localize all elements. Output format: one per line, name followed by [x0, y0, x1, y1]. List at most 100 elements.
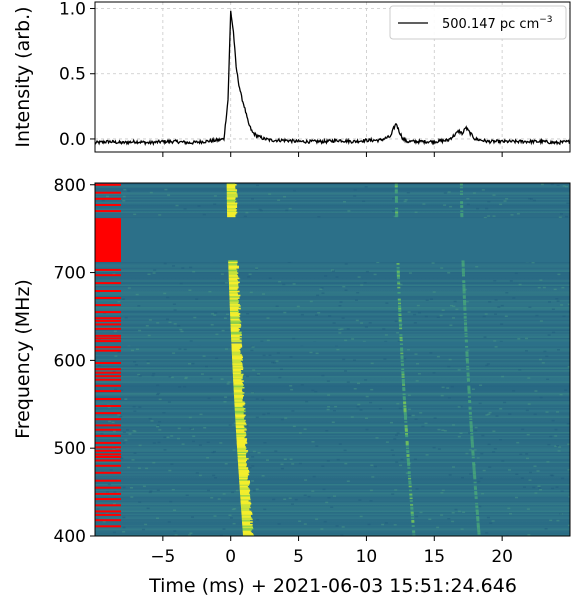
spectrum-noise-speck: [327, 406, 331, 408]
pulse-track-faint: [468, 411, 472, 414]
spectrum-noise-speck: [223, 401, 227, 403]
spectrum-noise-speck: [316, 294, 320, 297]
spectrum-noise-speck: [362, 340, 366, 343]
spectrum-noise-speck: [203, 427, 207, 429]
spectrum-noise-speck: [149, 490, 153, 492]
spectrum-noise-speck: [567, 303, 570, 306]
spectrum-noise-speck: [551, 487, 554, 490]
pulse-track-faint: [402, 389, 406, 392]
spectrum-noise-speck: [338, 305, 342, 307]
spectrum-channel-streak: [95, 444, 570, 447]
spectrum-channel-streak: [95, 335, 570, 337]
pulse-track-main: [238, 471, 250, 473]
pulse-track-main: [226, 189, 238, 191]
spectrum-x-axis-label: Time (ms) + 2021-06-03 15:51:24.646: [148, 575, 517, 597]
spectrum-noise-speck: [292, 425, 296, 428]
flagged-channel-mark: [95, 453, 121, 456]
spectrum-noise-speck: [357, 382, 360, 385]
pulse-track-main: [233, 384, 244, 386]
spectrum-noise-speck: [170, 435, 174, 437]
spectrum-noise-speck: [424, 422, 428, 425]
spectrum-channel-streak: [95, 437, 570, 440]
spectrum-noise-speck: [514, 272, 518, 275]
spectrum-noise-speck: [392, 197, 395, 200]
spectrum-noise-speck: [441, 429, 445, 431]
flagged-channel-mark: [95, 317, 121, 320]
spectrum-noise-speck: [449, 205, 453, 208]
pulse-track-faint: [411, 521, 415, 523]
spectrum-noise-speck: [549, 474, 553, 477]
pulse-track-main: [242, 529, 252, 531]
spectrum-channel-streak: [95, 441, 570, 444]
spectrum-channel-streak: [95, 426, 570, 428]
pulse-track-main: [229, 303, 240, 306]
pulse-track-main: [239, 489, 251, 492]
spectrum-noise-speck: [300, 384, 304, 386]
pulse-track-main: [241, 508, 250, 510]
pulse-track-faint: [410, 514, 414, 517]
pulse-track-faint: [402, 382, 405, 385]
pulse-track-main: [239, 479, 248, 481]
spectrum-channel-streak: [95, 498, 570, 500]
pulse-track-faint: [469, 423, 473, 426]
pulse-track-faint: [394, 198, 398, 201]
spectrum-noise-speck: [292, 283, 296, 285]
spectrum-noise-speck: [117, 414, 121, 416]
pulse-track-main: [240, 504, 251, 506]
pulse-track-faint: [396, 267, 400, 269]
spectrum-noise-speck: [452, 305, 456, 308]
pulse-track-faint: [466, 379, 470, 381]
pulse-track-faint: [460, 193, 463, 195]
spectrum-noise-speck: [279, 368, 283, 370]
spectrum-noise-speck: [124, 398, 128, 400]
spectrum-noise-speck: [493, 340, 497, 342]
spectrum-noise-speck: [142, 528, 145, 531]
spectrum-noise-speck: [251, 346, 255, 348]
spectrum-channel-streak: [95, 274, 570, 277]
spectrum-noise-speck: [559, 513, 562, 515]
spectrum-noise-speck: [510, 214, 514, 216]
pulse-track-faint: [464, 339, 468, 342]
pulse-track-main: [241, 519, 250, 522]
spectrum-noise-speck: [394, 320, 398, 322]
pulse-track-faint: [401, 379, 405, 381]
pulse-track-main: [229, 306, 239, 309]
spectrum-noise-speck: [558, 216, 562, 218]
spectrum-noise-speck: [224, 396, 228, 398]
spectrum-noise-speck: [189, 532, 193, 534]
spectrum-noise-speck: [245, 425, 249, 427]
pulse-track-main: [239, 484, 250, 486]
pulse-track-main: [230, 313, 241, 315]
spectrum-channel-streak: [95, 316, 570, 319]
spectrum-channel-streak: [95, 277, 570, 279]
spectrum-noise-speck: [156, 393, 159, 396]
spectrum-channel-streak: [95, 389, 570, 392]
spectrum-noise-speck: [191, 362, 195, 365]
spectrum-noise-speck: [554, 428, 558, 431]
spectrum-noise-speck: [133, 452, 137, 454]
pulse-track-main: [232, 372, 241, 374]
spectrum-noise-speck: [145, 467, 149, 470]
spectrum-noise-speck: [137, 305, 141, 307]
spectrum-channel-streak: [95, 318, 570, 320]
spectrum-noise-speck: [303, 494, 307, 497]
spectrum-noise-speck: [537, 286, 541, 289]
flagged-channel-mark: [95, 304, 121, 307]
spectrum-noise-speck: [509, 513, 512, 515]
pulse-track-faint: [398, 307, 402, 310]
pulse-track-faint: [404, 426, 408, 428]
spectrum-noise-speck: [210, 497, 214, 499]
spectrum-noise-speck: [251, 456, 255, 458]
spectrum-noise-speck: [257, 373, 261, 375]
spectrum-channel-streak: [95, 385, 570, 388]
pulse-track-main: [236, 434, 247, 436]
flagged-channel-mark: [95, 412, 121, 415]
spectrum-noise-speck: [169, 500, 173, 503]
pulse-track-faint: [403, 406, 407, 409]
pulse-track-faint: [466, 361, 469, 364]
spectrum-noise-speck: [449, 324, 453, 326]
pulse-track-faint: [470, 443, 474, 446]
pulse-track-main: [226, 193, 238, 195]
pulse-track-main: [227, 214, 236, 216]
spectrum-channel-streak: [95, 271, 570, 274]
